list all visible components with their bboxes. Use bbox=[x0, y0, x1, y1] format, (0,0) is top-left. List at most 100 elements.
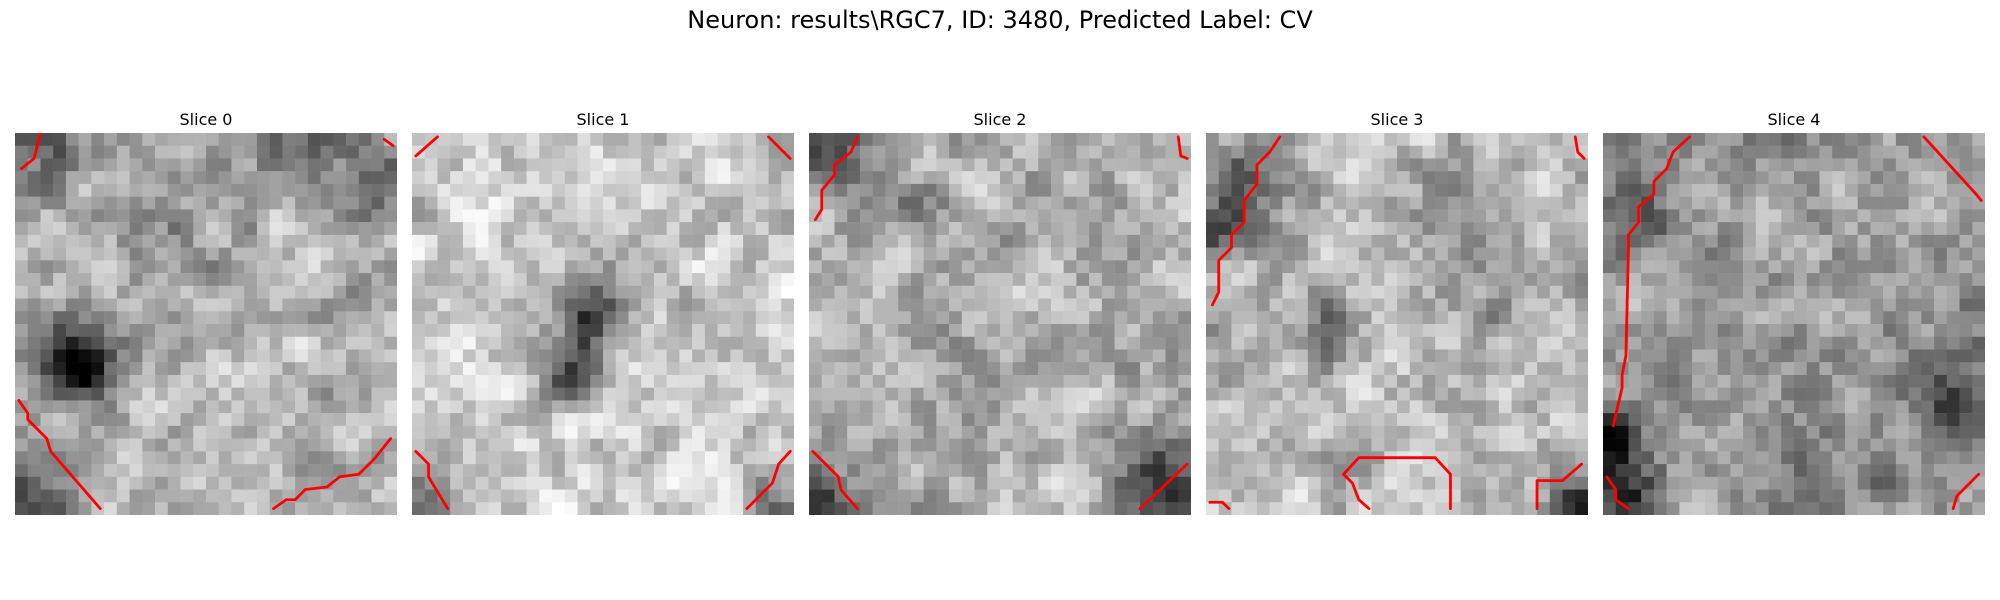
pixel bbox=[1038, 489, 1052, 503]
pixel bbox=[269, 451, 283, 465]
pixel bbox=[1537, 374, 1551, 388]
pixel bbox=[885, 502, 899, 515]
pixel bbox=[1959, 158, 1973, 172]
pixel bbox=[1806, 400, 1820, 414]
pixel bbox=[40, 222, 54, 236]
pixel bbox=[1384, 183, 1398, 197]
pixel bbox=[1666, 234, 1680, 248]
pixel bbox=[809, 222, 822, 236]
pixel bbox=[412, 502, 425, 515]
pixel bbox=[1435, 260, 1449, 274]
pixel bbox=[615, 324, 629, 337]
pixel bbox=[1460, 285, 1474, 299]
pixel bbox=[1653, 171, 1667, 185]
pixel bbox=[488, 311, 502, 325]
pixel bbox=[1844, 336, 1858, 350]
pixel bbox=[346, 336, 360, 350]
pixel bbox=[1972, 209, 1985, 223]
pixel bbox=[437, 349, 451, 363]
pixel bbox=[358, 476, 372, 490]
pixel bbox=[1256, 425, 1270, 439]
pixel bbox=[1127, 234, 1141, 248]
pixel bbox=[1743, 413, 1757, 427]
pixel bbox=[653, 285, 667, 299]
pixel bbox=[1218, 387, 1232, 401]
pixel bbox=[475, 387, 489, 401]
pixel bbox=[1231, 133, 1245, 146]
pixel bbox=[847, 362, 861, 376]
pixel bbox=[462, 133, 476, 146]
pixel bbox=[1883, 464, 1897, 478]
pixel bbox=[603, 196, 616, 210]
pixel bbox=[1946, 222, 1960, 236]
pixel bbox=[1050, 374, 1064, 388]
pixel bbox=[590, 349, 604, 363]
pixel bbox=[295, 311, 309, 325]
pixel bbox=[384, 387, 397, 401]
pixel bbox=[501, 222, 515, 236]
pixel bbox=[704, 489, 718, 503]
pixel bbox=[244, 502, 258, 515]
pixel bbox=[218, 438, 232, 452]
pixel bbox=[307, 145, 321, 159]
pixel bbox=[1794, 349, 1807, 363]
pixel bbox=[1384, 464, 1398, 478]
pixel bbox=[358, 273, 372, 287]
pixel bbox=[641, 336, 655, 350]
pixel bbox=[307, 285, 321, 299]
pixel bbox=[1231, 209, 1245, 223]
pixel bbox=[1730, 311, 1744, 325]
pixel bbox=[450, 285, 464, 299]
pixel bbox=[1025, 451, 1039, 465]
pixel bbox=[1959, 247, 1973, 261]
pixel bbox=[1140, 133, 1154, 146]
pixel bbox=[1114, 247, 1128, 261]
pixel bbox=[603, 349, 616, 363]
pixel bbox=[412, 476, 425, 490]
pixel bbox=[155, 183, 169, 197]
pixel bbox=[1653, 209, 1667, 223]
pixel bbox=[564, 425, 578, 439]
pixel bbox=[282, 451, 296, 465]
pixel bbox=[552, 285, 566, 299]
pixel bbox=[834, 425, 848, 439]
pixel bbox=[40, 349, 54, 363]
pixel bbox=[603, 502, 616, 515]
pixel bbox=[1666, 222, 1680, 236]
pixel bbox=[872, 476, 886, 490]
pixel bbox=[539, 285, 553, 299]
pixel bbox=[1717, 502, 1731, 515]
pixel bbox=[1346, 171, 1360, 185]
pixel bbox=[424, 285, 438, 299]
pixel bbox=[1537, 133, 1551, 146]
pixel bbox=[1883, 209, 1897, 223]
pixel bbox=[1346, 222, 1360, 236]
pixel bbox=[475, 234, 489, 248]
pixel bbox=[412, 413, 425, 427]
pixel bbox=[859, 400, 873, 414]
pixel bbox=[1511, 260, 1525, 274]
pixel bbox=[1114, 158, 1128, 172]
pixel bbox=[307, 158, 321, 172]
pixel bbox=[1114, 425, 1128, 439]
pixel bbox=[1206, 362, 1219, 376]
pixel bbox=[1384, 133, 1398, 146]
pixel bbox=[809, 425, 822, 439]
pixel bbox=[1447, 451, 1461, 465]
pixel bbox=[1307, 374, 1321, 388]
pixel bbox=[1641, 400, 1655, 414]
pixel bbox=[412, 222, 425, 236]
pixel bbox=[1089, 413, 1103, 427]
pixel bbox=[91, 196, 105, 210]
pixel bbox=[91, 133, 105, 146]
pixel bbox=[1012, 285, 1026, 299]
pixel bbox=[1857, 145, 1871, 159]
pixel bbox=[1946, 133, 1960, 146]
pixel bbox=[1000, 247, 1013, 261]
pixel bbox=[781, 324, 794, 337]
pixel bbox=[1730, 476, 1744, 490]
pixel bbox=[615, 400, 629, 414]
pixel bbox=[1575, 324, 1588, 337]
pixel bbox=[961, 438, 975, 452]
pixel bbox=[40, 260, 54, 274]
